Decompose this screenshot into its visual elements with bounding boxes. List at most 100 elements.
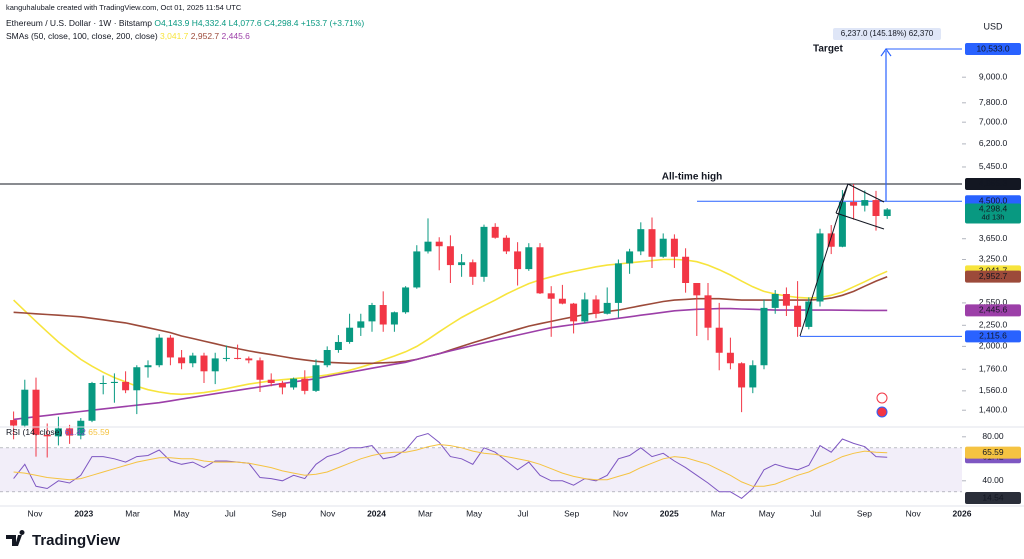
x-tick-label: Sep (857, 508, 872, 518)
candle-body (200, 355, 208, 372)
candle-body (715, 327, 723, 353)
price-badge-label: 3,041.7 (979, 266, 1008, 276)
candle-body (133, 367, 141, 391)
sma-line (13, 258, 888, 396)
price-badge (965, 330, 1021, 343)
candle-body (43, 434, 51, 437)
y-tick-label: 7,800.0 (979, 97, 1008, 107)
rsi-line (13, 432, 888, 500)
candle-body (850, 202, 858, 206)
candle-body (469, 262, 477, 277)
candle-body (54, 428, 62, 437)
x-tick-label: Nov (320, 508, 336, 518)
x-tick-label: 2025 (660, 508, 679, 518)
annotation: All-time high (662, 172, 723, 183)
x-tick-label: 2023 (74, 508, 93, 518)
x-tick-label: Nov (906, 508, 922, 518)
measure-label: 6,237.0 (145.18%) 62,370 (841, 29, 934, 38)
y-tick-label: 1,560.0 (979, 385, 1008, 395)
credit: kanguhalubale created with TradingView.c… (6, 3, 242, 12)
candle-body (771, 294, 779, 308)
candle-body (603, 302, 611, 314)
x-tick-label: 2026 (953, 508, 972, 518)
candle-body (189, 355, 197, 364)
candle-body (637, 229, 645, 252)
price-axis (962, 0, 1024, 506)
candle-body (379, 305, 387, 325)
x-tick-label: Sep (271, 508, 286, 518)
candle-body (670, 238, 678, 257)
candle-body (245, 358, 253, 361)
candle-body (278, 382, 286, 388)
candle-body (704, 295, 712, 328)
candle-body (547, 293, 555, 299)
candle-body (827, 233, 835, 247)
rsi-title: RSI (14, close) (6, 427, 62, 437)
logo: TradingView (6, 529, 120, 549)
price-badge-label: 2,445.6 (979, 305, 1008, 315)
sma-value: 3,041.7 (160, 31, 189, 41)
candle-body (10, 420, 18, 426)
candle-body (178, 357, 186, 364)
x-tick-label: Nov (27, 508, 43, 518)
currency: USD (983, 21, 1003, 31)
rsi-value: 61.42 (65, 427, 87, 437)
price-badge (965, 43, 1021, 56)
candle-body (424, 241, 432, 252)
candle-body (502, 237, 510, 252)
candle-body (346, 327, 354, 342)
ohlc-low: L4,077.6 (229, 18, 262, 28)
candle-body (256, 360, 264, 380)
candle-body (693, 282, 701, 296)
candle-body (648, 229, 656, 257)
candle-body (838, 202, 846, 247)
candle-body (301, 378, 309, 391)
candle-body (402, 287, 410, 313)
sma-line (13, 307, 888, 421)
price-badge (965, 203, 1021, 224)
candle-body (570, 303, 578, 322)
logo-mark (6, 529, 25, 546)
sma-title: SMAs (50, close, 100, close, 200, close) (6, 31, 158, 41)
candle-body (66, 428, 74, 436)
price-badge-label: 4,500.0 (979, 195, 1008, 205)
sma-value: 2,952.7 (191, 31, 220, 41)
change: +153.7 (+3.71%) (301, 18, 364, 28)
y-tick-label: 2,000.0 (979, 341, 1008, 351)
candle-body (760, 307, 768, 366)
candle-body (525, 247, 533, 270)
rsi-badge-label: 14.54 (982, 492, 1004, 502)
candle-body (234, 357, 242, 359)
y-tick-label: 3,650.0 (979, 233, 1008, 243)
y-tick-label: 5,450.0 (979, 161, 1008, 171)
x-tick-label: May (466, 508, 483, 518)
candle-body (110, 381, 118, 383)
measure-box (833, 28, 941, 40)
candle-body (144, 365, 152, 368)
price-badge-label: 4,955.3 (979, 178, 1008, 188)
candle-body (267, 379, 275, 383)
icon (876, 392, 888, 404)
x-tick-label: Mar (711, 508, 726, 518)
candle-body (312, 365, 320, 391)
candle-body (166, 337, 174, 358)
candle-body (32, 389, 40, 435)
candle-body (21, 389, 29, 426)
plot-area: Target All-time high 6,237.0 (145.18%) 62,… (0, 28, 962, 500)
candle-body (536, 247, 544, 294)
candle-body (458, 262, 466, 266)
ohlc-open: O4,143.9 (154, 18, 189, 28)
candle-body (122, 381, 130, 391)
y-tick-label: 9,000.0 (979, 71, 1008, 81)
rsi-tick-label: 40.00 (982, 475, 1004, 485)
x-tick-label: Jul (225, 508, 236, 518)
candle-body (883, 209, 891, 217)
candle-body (626, 251, 634, 264)
price-badge (965, 177, 1021, 190)
candle-body (334, 341, 342, 350)
candle-body (726, 352, 734, 364)
candle-body (88, 382, 96, 421)
axis-layer: 40.0080.0061.4265.5914.549,000.07,800.07… (27, 43, 1021, 518)
price-badge-label: 2,952.7 (979, 271, 1008, 281)
candle-body (816, 233, 824, 302)
